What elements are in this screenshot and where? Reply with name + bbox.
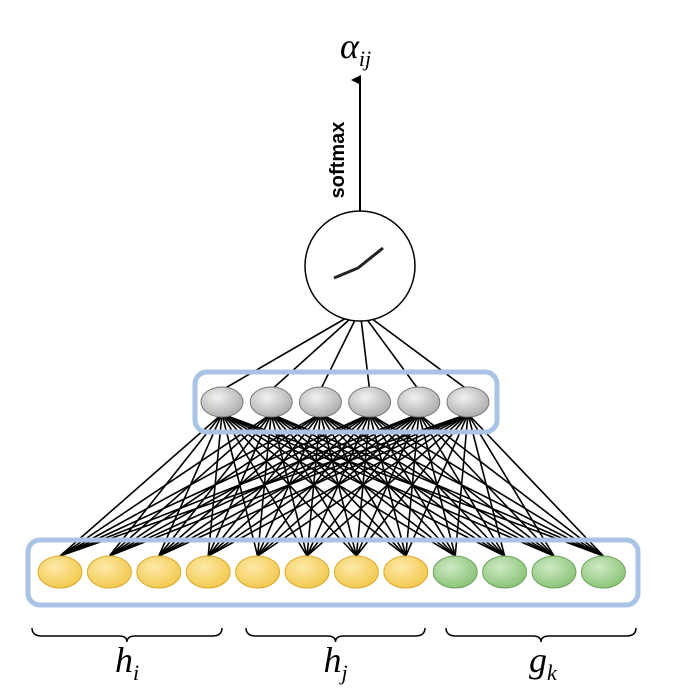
group-subscript: i bbox=[133, 660, 139, 685]
hidden-node bbox=[249, 386, 293, 418]
hidden-node bbox=[446, 386, 490, 418]
group-label: hi bbox=[115, 640, 139, 685]
hidden-node bbox=[298, 386, 342, 418]
edge bbox=[369, 413, 604, 557]
group-symbol: h bbox=[115, 640, 133, 680]
relu-icon bbox=[333, 246, 384, 280]
input-node-g bbox=[531, 555, 577, 589]
braces: hi hj gk bbox=[31, 627, 637, 685]
input-node-g bbox=[432, 555, 478, 589]
edge bbox=[59, 413, 223, 557]
brace bbox=[245, 627, 426, 643]
input-node-h bbox=[284, 555, 330, 589]
input-node-h bbox=[235, 555, 281, 589]
connections bbox=[59, 309, 604, 557]
brace bbox=[31, 627, 223, 643]
input-node-h bbox=[136, 555, 182, 589]
input-node-h bbox=[37, 555, 83, 589]
input-node-h bbox=[383, 555, 429, 589]
hidden-node bbox=[397, 386, 441, 418]
hidden-layer-box bbox=[192, 369, 500, 435]
group-label: hj bbox=[324, 640, 348, 685]
edge bbox=[270, 309, 361, 391]
edge bbox=[207, 413, 223, 557]
edge bbox=[221, 413, 407, 557]
group-symbol: h bbox=[324, 640, 342, 680]
edge bbox=[319, 309, 361, 391]
hidden-node bbox=[200, 386, 244, 418]
group-label: gk bbox=[529, 640, 558, 685]
arrow-label: softmax bbox=[327, 122, 349, 199]
brace bbox=[445, 627, 637, 643]
edge bbox=[418, 413, 604, 557]
edge bbox=[359, 309, 420, 391]
group-subscript: j bbox=[339, 660, 348, 685]
edge bbox=[221, 413, 456, 557]
edge bbox=[221, 413, 308, 557]
edge bbox=[221, 413, 555, 557]
output-symbol: α bbox=[340, 26, 360, 66]
edge bbox=[221, 413, 357, 557]
edge bbox=[359, 309, 469, 391]
edge bbox=[158, 413, 223, 557]
input-node-h bbox=[333, 555, 379, 589]
group-symbol: g bbox=[529, 640, 547, 680]
edge bbox=[221, 413, 604, 557]
edge bbox=[270, 413, 604, 557]
hidden-node bbox=[348, 386, 392, 418]
edge bbox=[467, 413, 604, 557]
input-node-g bbox=[482, 555, 528, 589]
output-label: αij bbox=[340, 26, 371, 71]
edge bbox=[320, 413, 604, 557]
edge bbox=[221, 309, 361, 391]
nodes bbox=[37, 386, 626, 589]
output-subscript: ij bbox=[359, 46, 371, 71]
edge bbox=[108, 413, 223, 557]
edge bbox=[221, 413, 505, 557]
input-node-h bbox=[185, 555, 231, 589]
input-layer-box bbox=[25, 537, 641, 608]
edge bbox=[221, 413, 259, 557]
edge bbox=[359, 309, 371, 391]
group-subscript: k bbox=[547, 660, 558, 685]
input-node-h bbox=[86, 555, 132, 589]
input-node-g bbox=[580, 555, 626, 589]
